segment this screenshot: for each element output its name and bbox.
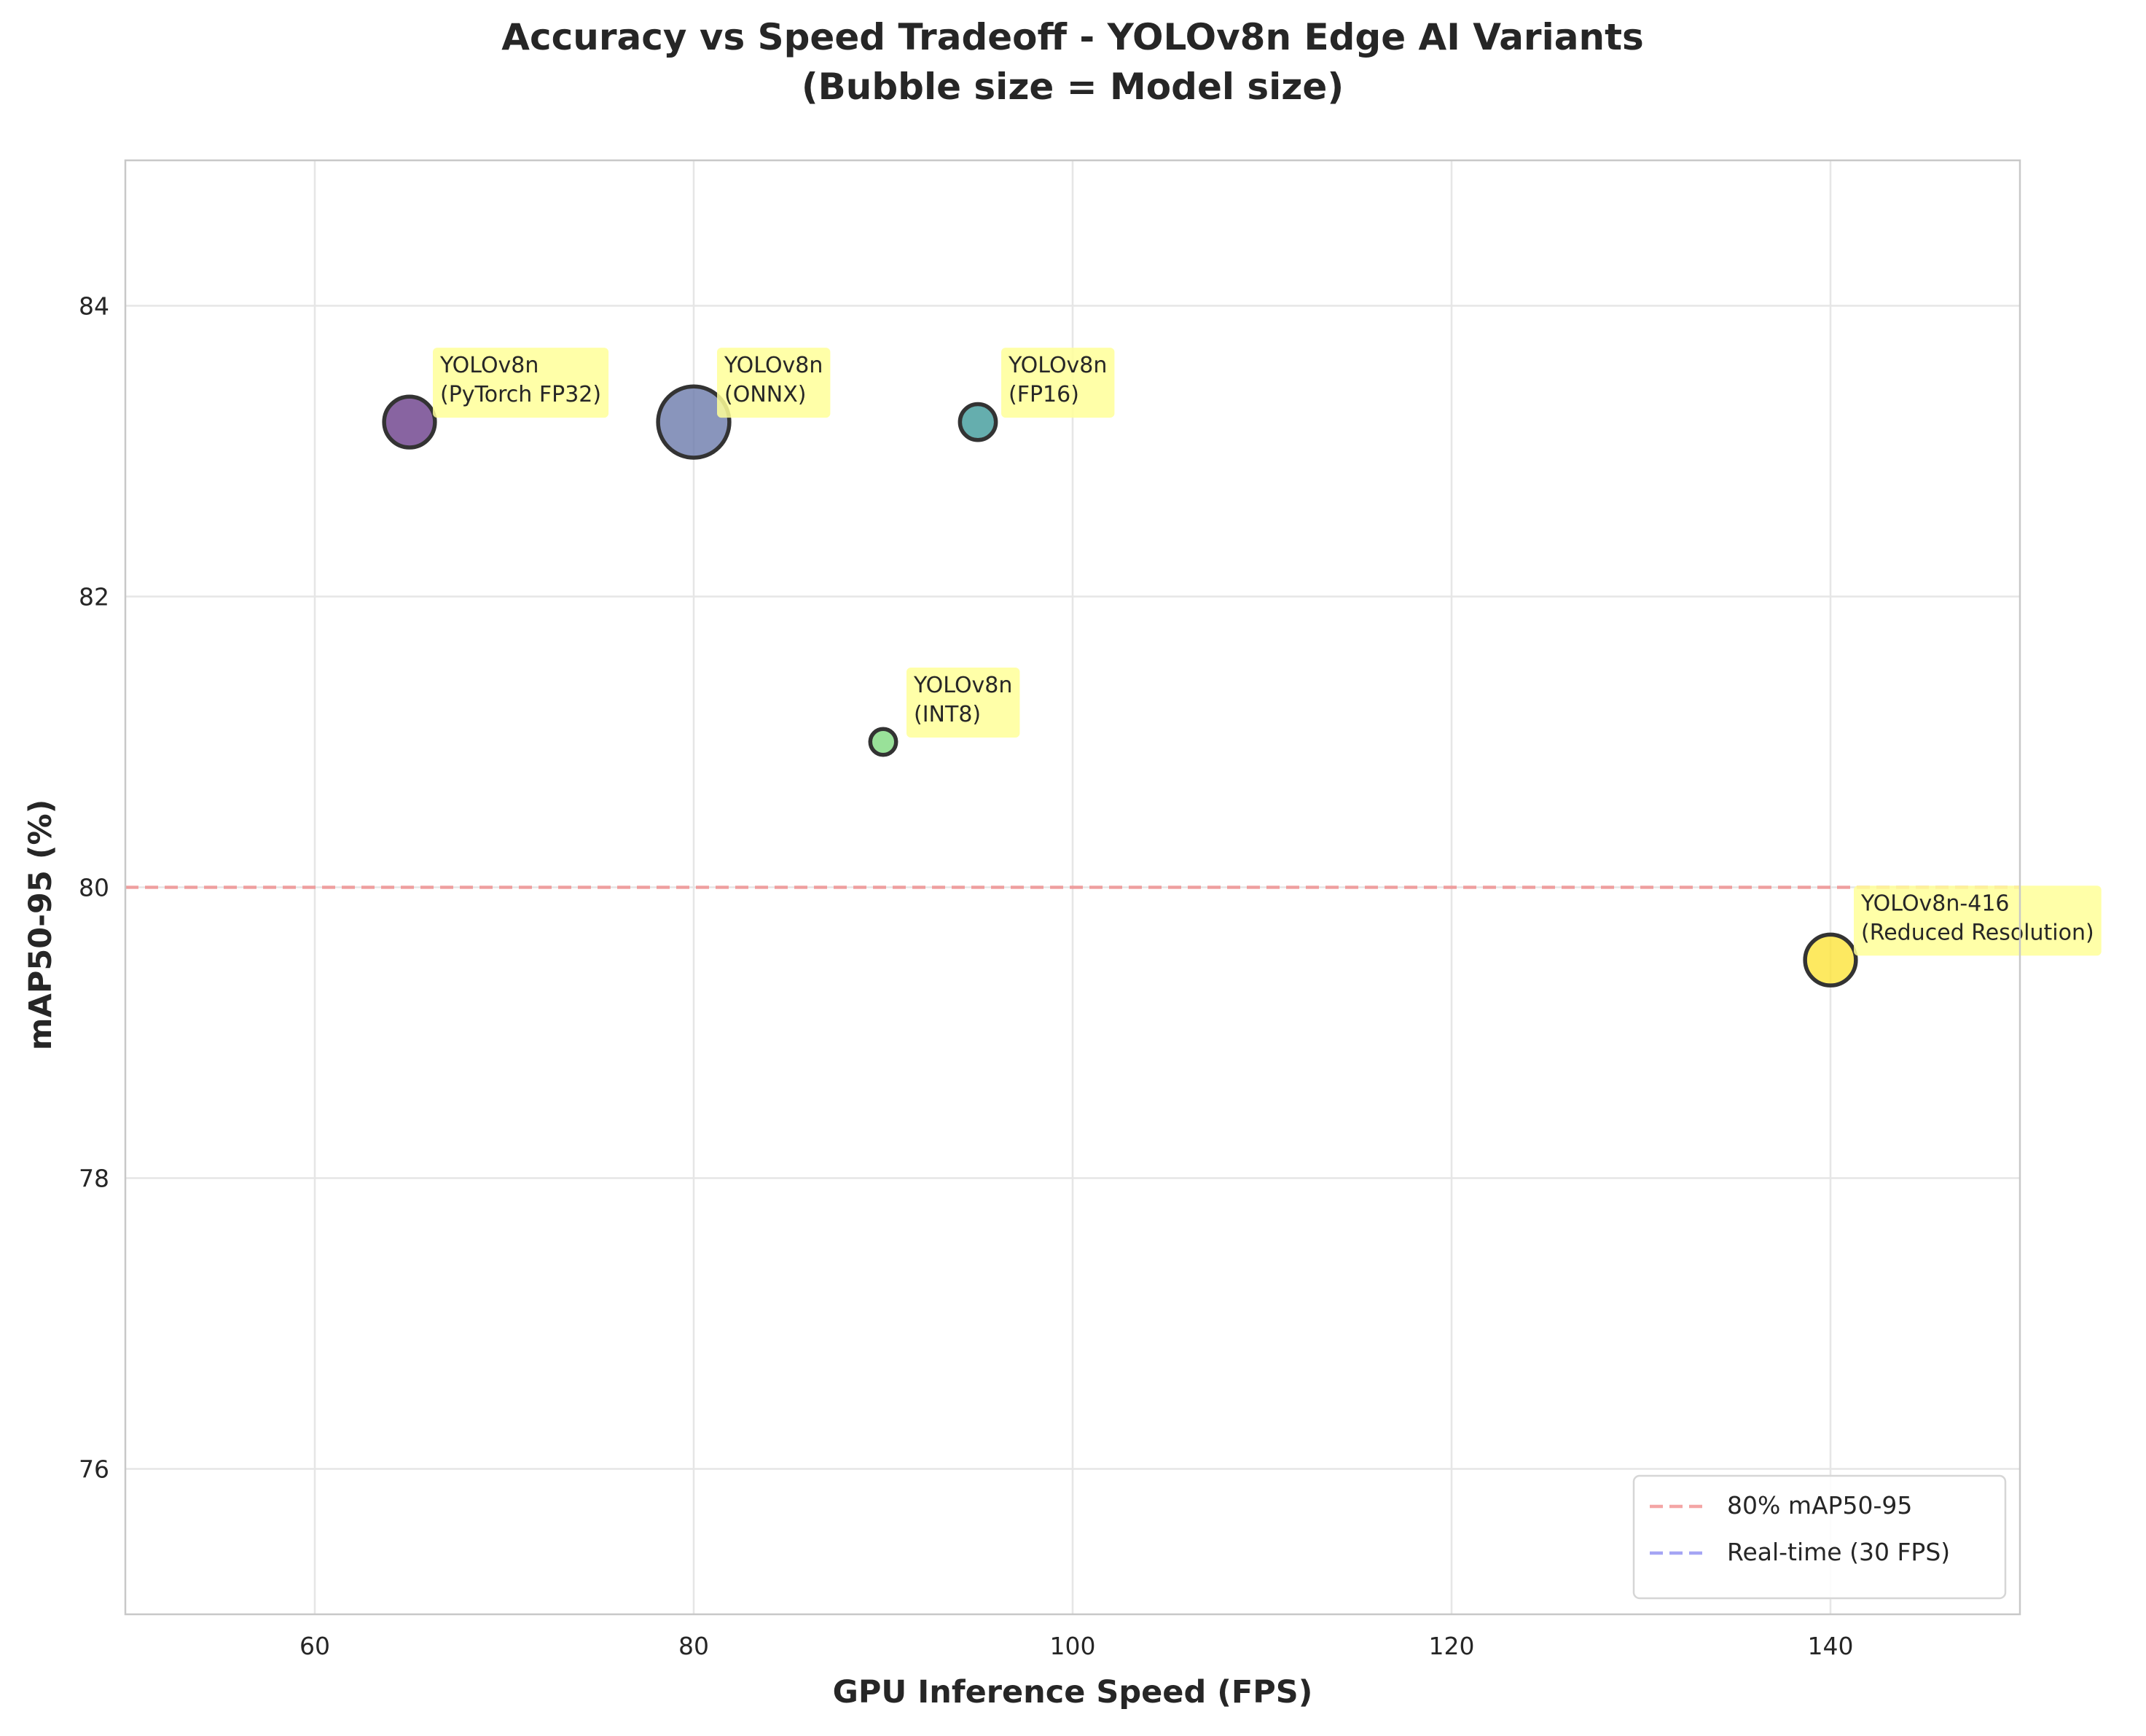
- bubble-point: [656, 384, 732, 460]
- bubble-label-box: [1001, 348, 1115, 418]
- x-tick-label: 140: [1808, 1632, 1854, 1660]
- y-tick-label: 80: [79, 874, 109, 902]
- legend-box: [1632, 1474, 2007, 1600]
- legend: 80% mAP50-95 Real-time (30 FPS): [1632, 1474, 2007, 1600]
- bubble-label-line: (FP16): [1009, 382, 1079, 407]
- bubble-label-box: [1854, 885, 2102, 956]
- y-tick-label: 84: [79, 292, 109, 321]
- data-points: [382, 384, 1858, 988]
- bubble-label: YOLOv8n (PyTorch FP32): [433, 348, 609, 418]
- bubble-label-box: [433, 348, 609, 418]
- x-tick-label: 60: [299, 1632, 330, 1660]
- bubble-label-line: YOLOv8n: [724, 353, 823, 378]
- y-tick-label: 82: [79, 583, 109, 611]
- plot-frame: [124, 159, 2021, 1616]
- bubble-label-box: [717, 348, 831, 418]
- y-tick-label: 76: [79, 1455, 109, 1484]
- bubble-label-box: [906, 668, 1020, 738]
- bubble-point: [868, 727, 898, 757]
- legend-entry: Real-time (30 FPS): [1727, 1538, 1950, 1566]
- y-axis-label: mAP50-95 (%): [23, 799, 59, 1050]
- x-tick-labels: 60 80 100 120 140: [299, 1632, 1854, 1660]
- point-labels: YOLOv8n(PyTorch FP32)YOLOv8n(ONNX)YOLOv8…: [433, 348, 2102, 956]
- bubble-label-line: (PyTorch FP32): [440, 382, 601, 407]
- bubble-label-line: YOLOv8n: [913, 673, 1012, 698]
- bubble-label-line: (ONNX): [724, 382, 806, 407]
- bubble-label-line: (INT8): [914, 702, 981, 727]
- legend-entry: 80% mAP50-95: [1727, 1491, 1912, 1520]
- bubble-label-line: (Reduced Resolution): [1861, 920, 2094, 945]
- chart-title-line-2: (Bubble size = Model size): [802, 66, 1344, 108]
- bubble-label-line: YOLOv8n: [439, 353, 539, 378]
- bubble-label: YOLOv8n (INT8): [906, 668, 1020, 738]
- bubble-point: [958, 402, 998, 442]
- x-tick-label: 120: [1429, 1632, 1475, 1660]
- bubble-label: YOLOv8n (FP16): [1001, 348, 1115, 418]
- y-tick-labels: 76 78 80 82 84: [79, 292, 109, 1484]
- chart-title-line-1: Accuracy vs Speed Tradeoff - YOLOv8n Edg…: [501, 16, 1643, 58]
- bubble-label: YOLOv8n-416 (Reduced Resolution): [1854, 885, 2102, 956]
- bubble-point: [1803, 932, 1858, 988]
- bubble-point: [382, 394, 437, 450]
- y-tick-label: 78: [79, 1165, 109, 1193]
- x-tick-label: 100: [1050, 1632, 1096, 1660]
- x-axis-label: GPU Inference Speed (FPS): [833, 1674, 1313, 1710]
- x-tick-label: 80: [678, 1632, 709, 1660]
- bubble-label: YOLOv8n (ONNX): [717, 348, 831, 418]
- bubble-label-line: YOLOv8n: [1008, 353, 1107, 378]
- chart-title: Accuracy vs Speed Tradeoff - YOLOv8n Edg…: [501, 16, 1643, 108]
- bubble-label-line: YOLOv8n-416: [1860, 891, 2010, 916]
